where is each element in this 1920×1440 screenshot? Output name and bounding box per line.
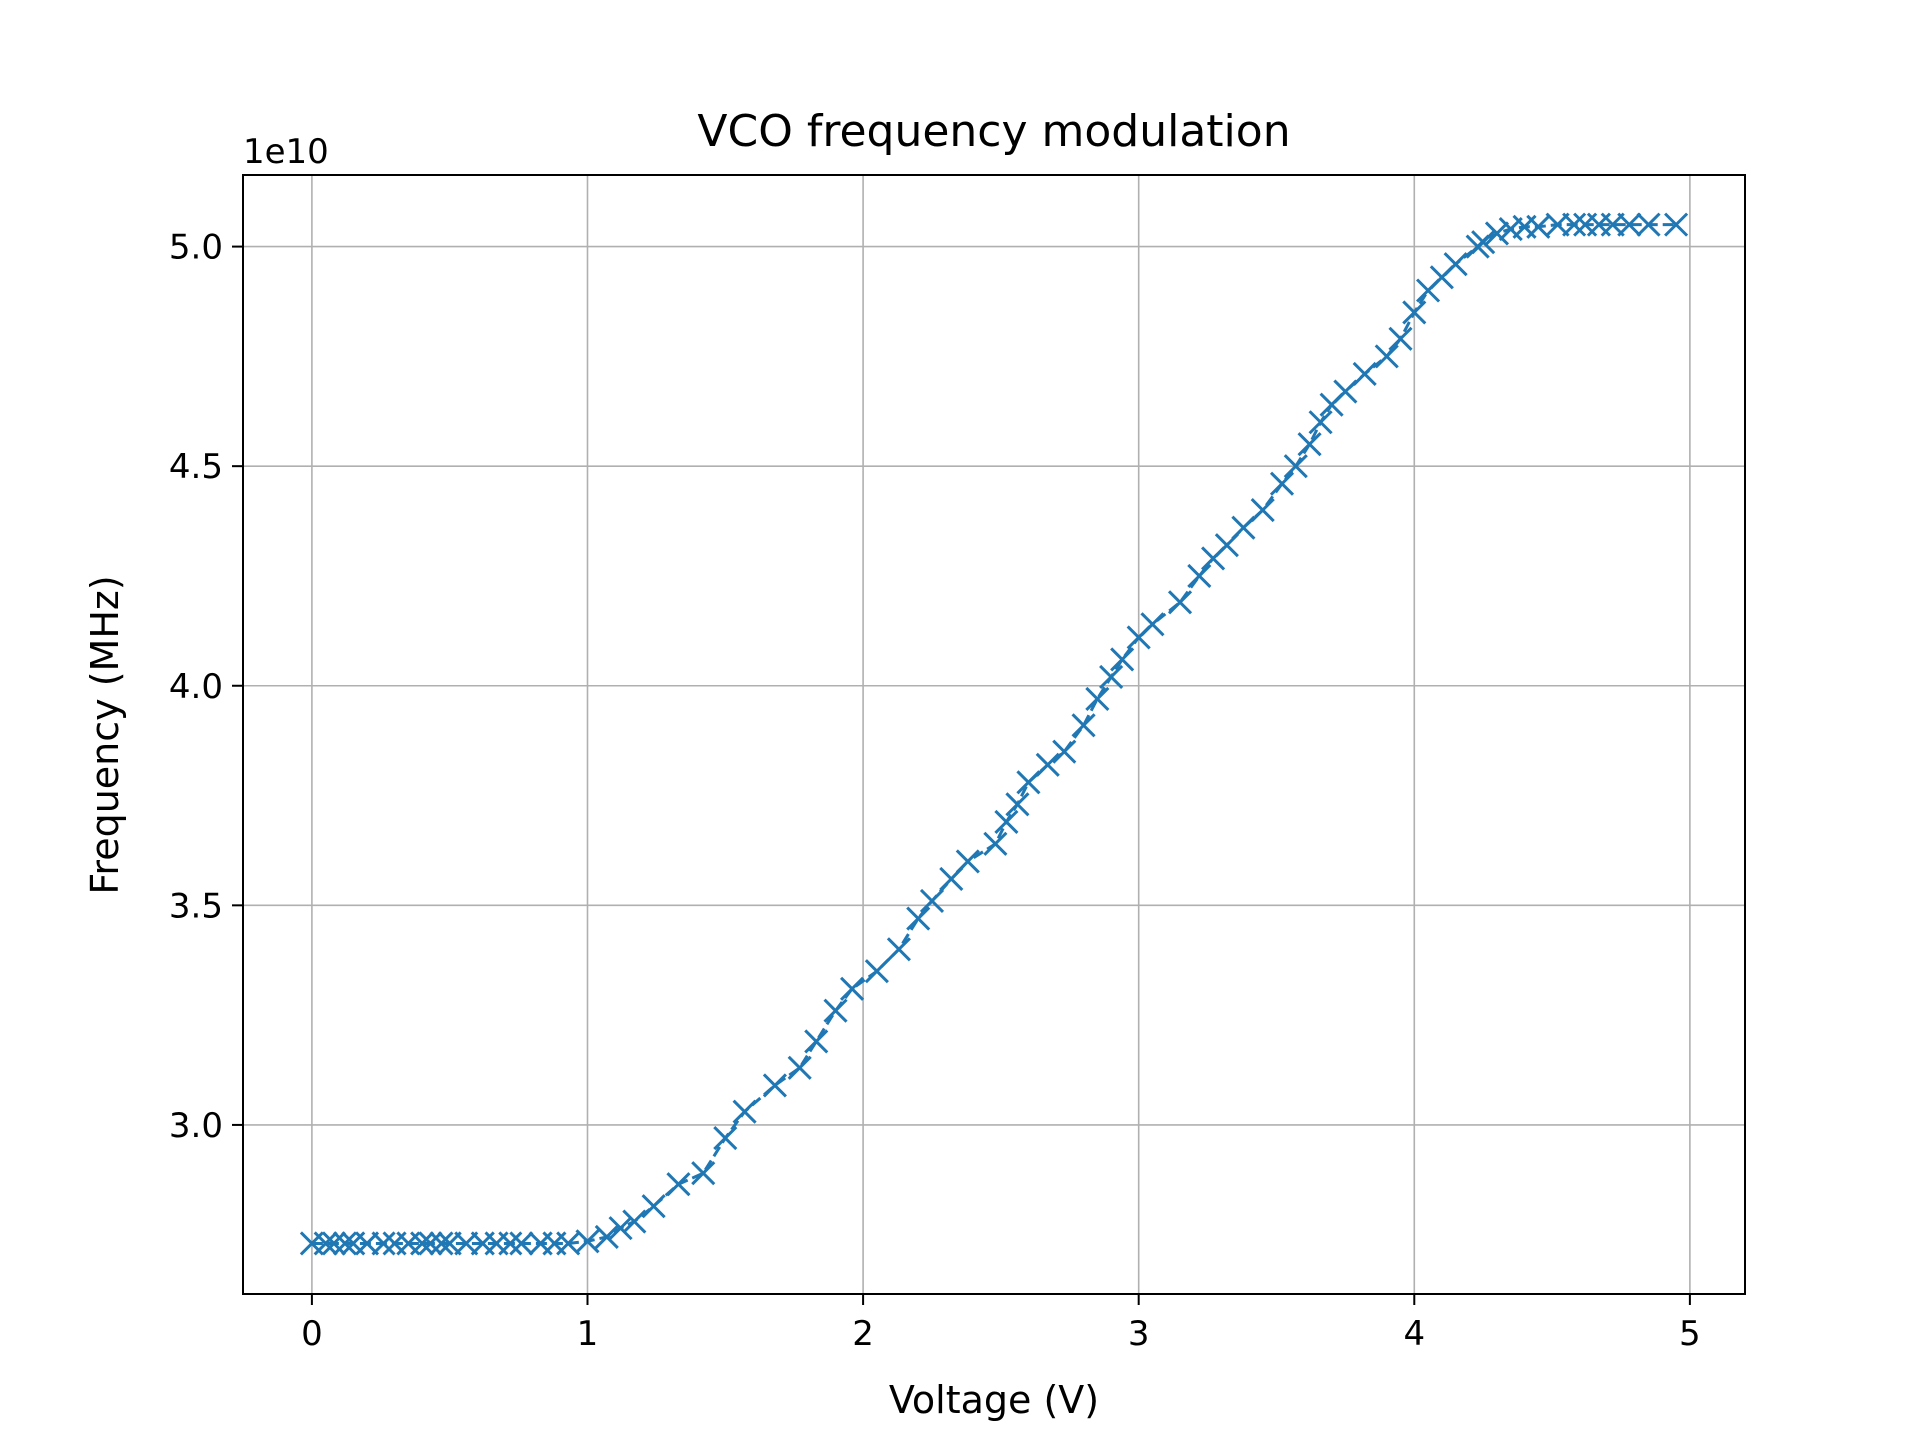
data-point — [919, 888, 945, 914]
data-point — [1085, 686, 1110, 711]
data-point — [1099, 664, 1124, 690]
data-point — [994, 809, 1019, 834]
data-point — [1052, 739, 1077, 764]
data-point — [1617, 212, 1642, 237]
data-point — [1005, 792, 1030, 817]
data-point — [1231, 515, 1256, 540]
data-point — [575, 1229, 600, 1254]
x-tick-label: 0 — [301, 1314, 323, 1354]
data-point — [762, 1073, 787, 1098]
data-point — [1374, 344, 1399, 369]
x-tick-label: 2 — [852, 1314, 874, 1354]
grid — [243, 175, 1745, 1294]
data-point — [1484, 221, 1510, 246]
x-tick-label: 4 — [1403, 1314, 1425, 1354]
data-point — [864, 959, 889, 984]
data-point — [1110, 647, 1135, 672]
data-point — [1071, 713, 1096, 738]
data-point — [1388, 326, 1413, 351]
data-point — [332, 1231, 358, 1256]
data-point — [1636, 212, 1661, 237]
data-point — [608, 1216, 633, 1241]
y-tick-label: 4.0 — [169, 667, 223, 707]
data-point — [732, 1099, 757, 1124]
data-point — [983, 831, 1008, 856]
data-point — [1297, 432, 1322, 457]
data-point — [371, 1231, 396, 1256]
data-point — [313, 1231, 338, 1256]
series-layer — [299, 212, 1689, 1256]
y-tick-label: 4.5 — [169, 447, 223, 487]
data-point — [556, 1231, 581, 1256]
data-point — [666, 1172, 691, 1197]
data-point — [594, 1224, 619, 1249]
data-point — [1187, 563, 1212, 589]
y-tick-label: 5.0 — [169, 228, 223, 268]
data-point — [1352, 361, 1377, 387]
data-point — [691, 1161, 716, 1186]
data-point — [1308, 410, 1333, 435]
data-point — [418, 1231, 443, 1256]
x-tick-label: 3 — [1128, 1314, 1150, 1354]
data-point — [823, 998, 848, 1023]
chart-title: VCO frequency modulation — [697, 106, 1290, 157]
data-point — [906, 906, 931, 931]
data-point — [804, 1029, 829, 1054]
data-point — [1250, 498, 1275, 523]
data-point — [787, 1055, 812, 1080]
data-point — [498, 1231, 523, 1256]
data-point — [713, 1126, 738, 1151]
data-point — [1035, 752, 1060, 777]
data-point — [1562, 212, 1587, 237]
data-point — [1269, 471, 1295, 496]
data-point — [1016, 770, 1041, 795]
data-point — [1167, 590, 1193, 615]
x-tick-label: 1 — [577, 1314, 599, 1354]
data-point — [509, 1231, 534, 1256]
data-point — [1471, 230, 1496, 255]
data-point — [840, 976, 865, 1001]
data-point — [321, 1231, 347, 1256]
y-offset-label: 1e10 — [243, 132, 329, 172]
x-tick-label: 5 — [1679, 1314, 1701, 1354]
y-tick-label: 3.0 — [169, 1106, 223, 1146]
data-point — [955, 849, 980, 874]
data-point — [429, 1231, 454, 1256]
data-point — [1333, 379, 1358, 404]
plot-frame — [242, 174, 1746, 1295]
data-point — [641, 1194, 666, 1219]
data-point — [1402, 300, 1427, 325]
y-axis-label: Frequency (MHz) — [83, 575, 127, 894]
y-tick-label: 3.5 — [169, 886, 223, 926]
y-axis: 3.0 3.5 4.0 4.5 5.0 — [169, 228, 243, 1146]
data-point — [410, 1231, 435, 1256]
data-point — [622, 1209, 647, 1234]
data-point — [1443, 252, 1468, 277]
data-point — [886, 937, 911, 962]
x-axis-label: Voltage (V) — [889, 1378, 1099, 1422]
data-point — [1664, 212, 1689, 237]
x-axis: 0 1 2 3 4 5 — [301, 1294, 1701, 1354]
data-point — [1283, 454, 1308, 479]
data-point — [1526, 214, 1551, 239]
data-point — [1140, 612, 1165, 637]
